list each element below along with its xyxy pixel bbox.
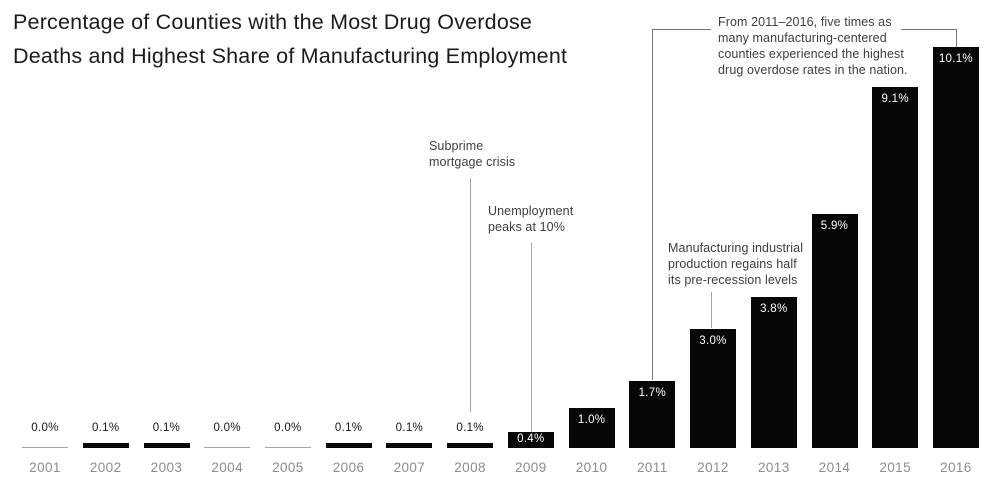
annotation-unemployment: Unemployment peaks at 10% — [488, 203, 573, 235]
bracket-left-vertical-line — [652, 29, 653, 380]
bar-2006 — [325, 443, 372, 448]
bar-2011: 1.7% — [629, 381, 676, 448]
chart-title-line-1: Percentage of Counties with the Most Dru… — [13, 10, 533, 34]
bar-value-label-2015: 9.1% — [881, 93, 909, 105]
bar-2012: 3.0% — [690, 329, 736, 448]
x-tick-2015: 2015 — [879, 460, 911, 475]
annotation-manufacturing: Manufacturing industrial production rega… — [668, 240, 803, 288]
bar-2009: 0.4% — [507, 432, 554, 448]
x-tick-2014: 2014 — [818, 460, 851, 475]
bar-2004 — [204, 447, 251, 448]
bar-2005 — [264, 447, 311, 448]
bar-value-label-2010: 1.0% — [577, 414, 606, 426]
chart-title-line-2: Deaths and Highest Share of Manufacturin… — [13, 44, 568, 68]
bar-2010: 1.0% — [568, 408, 615, 448]
x-tick-2001: 2001 — [29, 460, 61, 475]
bar-value-label-2006: 0.1% — [334, 422, 363, 434]
annotation-manufacturing-line-1: Manufacturing industrial — [668, 241, 804, 255]
bar-value-label-2011: 1.7% — [638, 387, 666, 399]
bracket-left-horizontal-line — [652, 29, 711, 30]
bar-value-label-2005: 0.0% — [274, 422, 302, 434]
bar-value-label-2002: 0.1% — [91, 422, 120, 434]
bar-2013: 3.8% — [750, 297, 797, 448]
x-tick-2011: 2011 — [636, 460, 668, 475]
annotation-bracket-line-3: counties experienced the highest — [718, 47, 904, 61]
chart-title: Percentage of Counties with the Most Dru… — [13, 5, 567, 73]
bar-value-label-2008: 0.1% — [456, 422, 484, 434]
bar-2014: 5.9% — [811, 214, 858, 448]
bracket-right-horizontal-line — [901, 29, 957, 30]
bar-value-label-2001: 0.0% — [31, 422, 59, 434]
x-tick-2012: 2012 — [697, 460, 729, 475]
bar-value-label-2014: 5.9% — [820, 220, 849, 232]
bar-2008 — [447, 443, 494, 448]
bar-2003 — [143, 443, 190, 448]
bar-value-label-2016: 10.1% — [938, 53, 973, 65]
x-tick-2005: 2005 — [272, 460, 304, 475]
bar-2001 — [22, 447, 68, 448]
bar-2002 — [82, 443, 129, 448]
bar-value-label-2004: 0.0% — [213, 422, 241, 434]
annotation-subprime-line-2: mortgage crisis — [429, 155, 516, 169]
annotation-manufacturing-line-2: production regains half — [668, 257, 797, 271]
annotation-subprime-line-1: Subprime — [429, 139, 484, 153]
annotation-manufacturing-line-3: its pre-recession levels — [668, 273, 798, 287]
bar-2007 — [386, 443, 433, 448]
annotation-unemployment-line-1: Unemployment — [488, 204, 574, 218]
x-tick-2008: 2008 — [454, 460, 486, 475]
annotation-subprime-leader-line — [470, 178, 471, 412]
annotation-manufacturing-leader-line — [711, 292, 712, 328]
bar-value-label-2012: 3.0% — [699, 335, 727, 347]
x-tick-2016: 2016 — [940, 460, 972, 475]
x-tick-2004: 2004 — [211, 460, 243, 475]
bar-2015: 9.1% — [872, 87, 919, 448]
x-tick-2002: 2002 — [89, 460, 122, 475]
annotation-unemployment-line-2: peaks at 10% — [488, 220, 565, 234]
x-tick-2006: 2006 — [332, 460, 365, 475]
bar-value-label-2009: 0.4% — [517, 433, 545, 445]
x-tick-2003: 2003 — [150, 460, 183, 475]
bar-value-label-2013: 3.8% — [760, 303, 788, 315]
x-tick-2010: 2010 — [575, 460, 608, 475]
annotation-bracket-line-4: drug overdose rates in the nation. — [718, 63, 908, 77]
bar-2016: 10.1% — [932, 47, 979, 448]
annotation-subprime: Subprime mortgage crisis — [429, 138, 515, 170]
annotation-bracket-line-2: many manufacturing-centered — [718, 31, 887, 45]
x-tick-2009: 2009 — [514, 460, 547, 475]
x-tick-2007: 2007 — [393, 460, 426, 475]
annotation-bracket-line-1: From 2011–2016, five times as — [718, 15, 892, 29]
bar-value-label-2003: 0.1% — [152, 422, 181, 434]
bracket-right-vertical-line — [956, 29, 957, 48]
annotation-bracket: From 2011–2016, five times as many manuf… — [718, 14, 908, 78]
annotation-unemployment-leader-line — [531, 243, 532, 433]
x-tick-2013: 2013 — [757, 460, 790, 475]
bar-value-label-2007: 0.1% — [395, 422, 424, 434]
